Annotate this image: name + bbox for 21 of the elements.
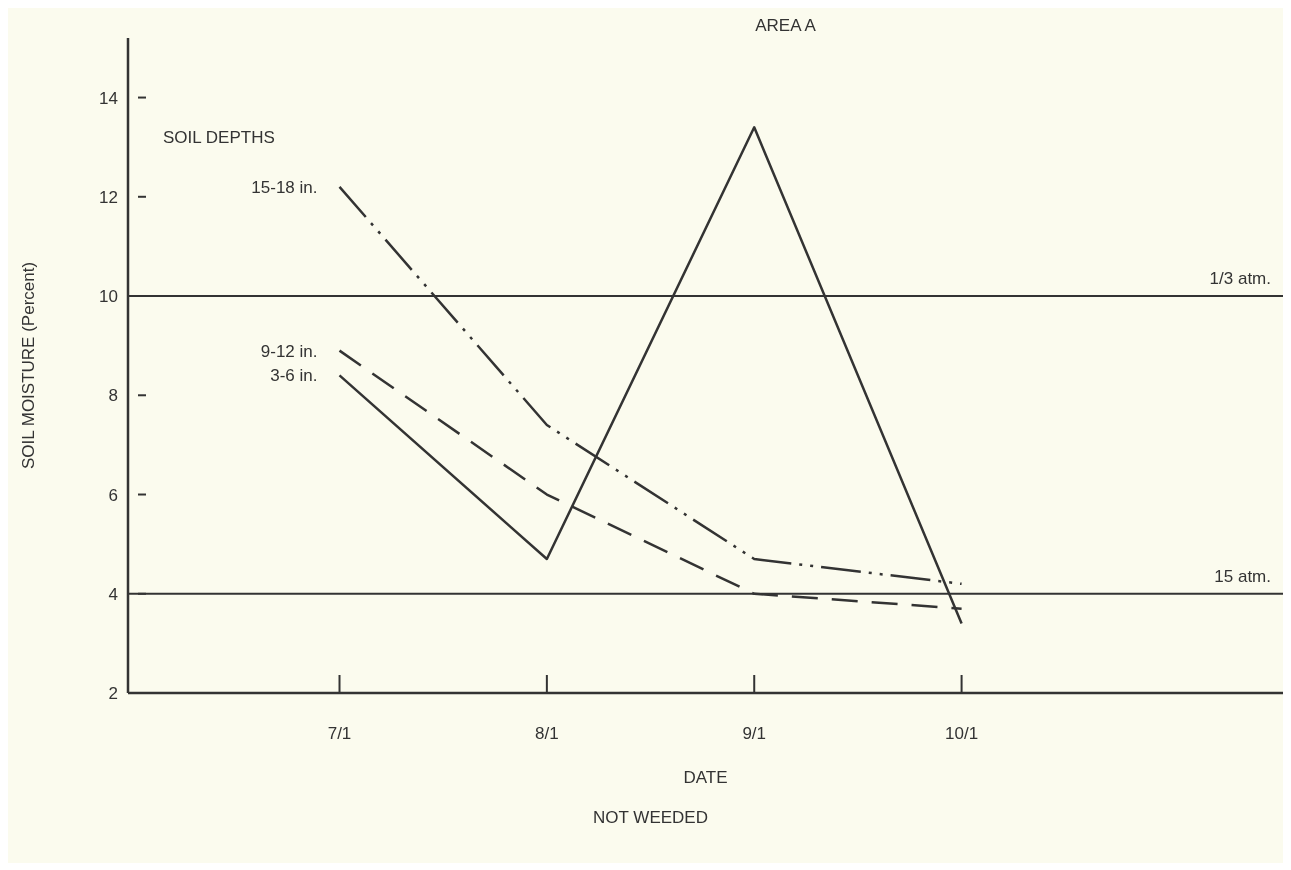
series-label: 9-12 in.	[260, 341, 318, 361]
chart-title: AREA A	[754, 16, 817, 36]
y-tick-label: 12	[99, 187, 118, 207]
legend-title: SOIL DEPTHS	[163, 128, 275, 148]
y-tick-label: 14	[99, 88, 118, 108]
x-tick-label: 10/1	[945, 724, 979, 744]
y-tick-label: 2	[108, 684, 118, 704]
series-label: 15-18 in.	[251, 177, 318, 197]
y-tick-label: 8	[108, 386, 118, 406]
y-tick-label: 4	[108, 584, 118, 604]
x-tick-label: 7/1	[327, 724, 352, 744]
text: NOT WEEDED	[592, 808, 709, 828]
x-tick-label: 9/1	[742, 724, 767, 744]
ref-line-label: 1/3 atm.	[1209, 269, 1271, 289]
y-tick-label: 10	[99, 287, 118, 307]
y-axis-title: SOIL MOISTURE (Percent)	[19, 261, 39, 470]
ref-line-label: 15 atm.	[1214, 566, 1271, 586]
x-tick-label: 8/1	[535, 724, 559, 744]
series-label: 3-6 in.	[270, 366, 318, 386]
y-tick-label: 6	[108, 485, 118, 505]
x-axis-title: DATE	[683, 768, 728, 787]
